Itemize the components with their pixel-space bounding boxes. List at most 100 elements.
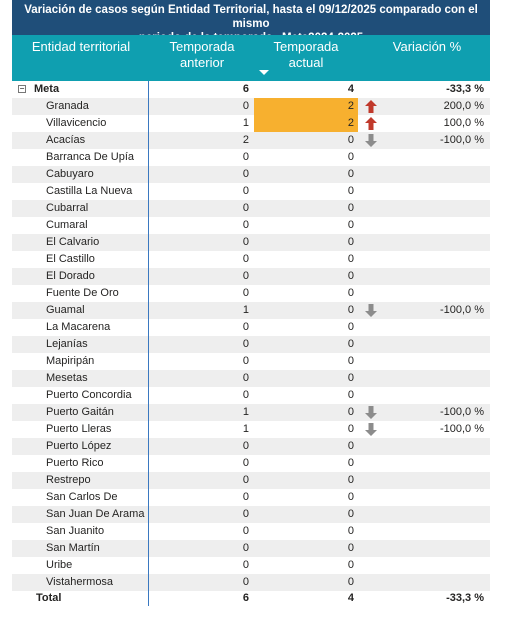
entity-name: Puerto Rico <box>46 457 104 469</box>
table-row[interactable]: Cubarral 0 0 <box>12 200 490 217</box>
table-row[interactable]: Barranca De Upía 0 0 <box>12 149 490 166</box>
table-row[interactable]: Lejanías 0 0 <box>12 336 490 353</box>
table-row[interactable]: Vistahermosa 0 0 <box>12 574 490 591</box>
prev-value: 1 <box>242 423 249 435</box>
curr-value: 0 <box>347 236 354 248</box>
prev-value: 0 <box>242 372 249 384</box>
curr-value: 0 <box>347 542 354 554</box>
table-row[interactable]: Puerto Lleras 1 0 -100,0 % <box>12 421 490 438</box>
sort-descending-icon[interactable] <box>259 70 269 75</box>
curr-value: 0 <box>347 202 354 214</box>
prev-value: 0 <box>242 202 249 214</box>
prev-value: 0 <box>242 525 249 537</box>
total-prev: 6 <box>242 592 249 604</box>
column-header-curr-line1: Temporada <box>273 39 339 54</box>
group-var: -33,3 % <box>446 83 484 95</box>
prev-value: 0 <box>242 389 249 401</box>
title-line-1: Variación de casos según Entidad Territo… <box>24 4 478 30</box>
entity-name: El Dorado <box>46 270 95 282</box>
group-row-meta[interactable]: − Meta 6 4 -33,3 % <box>12 81 490 98</box>
var-value: -100,0 % <box>439 423 484 435</box>
arrow-up-icon <box>365 117 377 130</box>
prev-value: 0 <box>242 321 249 333</box>
prev-value: 0 <box>242 508 249 520</box>
curr-value: 0 <box>347 457 354 469</box>
table-row[interactable]: El Castillo 0 0 <box>12 251 490 268</box>
column-header-entity[interactable]: Entidad territorial <box>16 39 146 55</box>
table-row[interactable]: Guamal 1 0 -100,0 % <box>12 302 490 319</box>
table-row[interactable]: Villavicencio 1 2 100,0 % <box>12 115 490 132</box>
curr-value: 0 <box>347 253 354 265</box>
prev-value: 0 <box>242 338 249 350</box>
table-row[interactable]: San Juan De Arama 0 0 <box>12 506 490 523</box>
table-row[interactable]: Fuente De Oro 0 0 <box>12 285 490 302</box>
table-row[interactable]: Granada 0 2 200,0 % <box>12 98 490 115</box>
prev-value: 0 <box>242 355 249 367</box>
prev-value: 0 <box>242 151 249 163</box>
curr-value: 0 <box>347 525 354 537</box>
prev-value: 0 <box>242 440 249 452</box>
prev-value: 0 <box>242 491 249 503</box>
curr-value: 0 <box>347 372 354 384</box>
table-row[interactable]: El Calvario 0 0 <box>12 234 490 251</box>
entity-name: Puerto Gaitán <box>46 406 114 418</box>
curr-value: 0 <box>347 508 354 520</box>
entity-name: Castilla La Nueva <box>46 185 133 197</box>
table-row[interactable]: Puerto Rico 0 0 <box>12 455 490 472</box>
table-row[interactable]: Restrepo 0 0 <box>12 472 490 489</box>
prev-value: 1 <box>242 406 249 418</box>
curr-value: 0 <box>347 491 354 503</box>
curr-value: 0 <box>347 185 354 197</box>
prev-value: 2 <box>242 134 249 146</box>
table-row[interactable]: San Carlos De 0 0 <box>12 489 490 506</box>
entity-name: San Juanito <box>46 525 105 537</box>
table-row[interactable]: Puerto López 0 0 <box>12 438 490 455</box>
table-row[interactable]: El Dorado 0 0 <box>12 268 490 285</box>
table-row[interactable]: Puerto Concordia 0 0 <box>12 387 490 404</box>
curr-value: 0 <box>347 406 354 418</box>
table-row[interactable]: Puerto Gaitán 1 0 -100,0 % <box>12 404 490 421</box>
table-row[interactable]: Mapiripán 0 0 <box>12 353 490 370</box>
curr-value: 0 <box>347 576 354 588</box>
entity-name: El Castillo <box>46 253 95 265</box>
group-name: Meta <box>34 83 60 95</box>
column-header-entity-label: Entidad territorial <box>31 39 131 54</box>
curr-value: 0 <box>347 151 354 163</box>
entity-name: San Carlos De <box>46 491 118 503</box>
table-row[interactable]: San Juanito 0 0 <box>12 523 490 540</box>
highlight-cell <box>254 115 358 132</box>
entity-name: Acacías <box>46 134 86 146</box>
curr-value: 2 <box>347 117 354 129</box>
column-header-prev-line1: Temporada <box>169 39 235 54</box>
collapse-icon[interactable]: − <box>18 84 26 93</box>
column-header-prev-line2: anterior <box>179 55 225 70</box>
highlight-cell <box>254 98 358 115</box>
curr-value: 0 <box>347 423 354 435</box>
table-row[interactable]: Castilla La Nueva 0 0 <box>12 183 490 200</box>
column-divider <box>148 81 149 606</box>
column-header-prev[interactable]: Temporada anterior <box>152 39 252 71</box>
total-row: Total 6 4 -33,3 % <box>12 590 490 607</box>
table-row[interactable]: Cabuyaro 0 0 <box>12 166 490 183</box>
column-header-var[interactable]: Variación % <box>372 39 482 55</box>
entity-name: Fuente De Oro <box>46 287 119 299</box>
entity-name: Puerto López <box>46 440 112 452</box>
curr-value: 0 <box>347 355 354 367</box>
table-row[interactable]: Acacías 2 0 -100,0 % <box>12 132 490 149</box>
prev-value: 1 <box>242 117 249 129</box>
entity-name: El Calvario <box>46 236 100 248</box>
table-row[interactable]: La Macarena 0 0 <box>12 319 490 336</box>
table-row[interactable]: San Martín 0 0 <box>12 540 490 557</box>
table-row[interactable]: Uribe 0 0 <box>12 557 490 574</box>
curr-value: 0 <box>347 270 354 282</box>
entity-name: Lejanías <box>46 338 88 350</box>
arrow-down-icon <box>365 134 377 147</box>
entity-name: Puerto Concordia <box>46 389 132 401</box>
column-header-var-label: Variación % <box>392 39 462 54</box>
prev-value: 0 <box>242 559 249 571</box>
table-row[interactable]: Mesetas 0 0 <box>12 370 490 387</box>
column-header-curr[interactable]: Temporada actual <box>256 39 356 71</box>
entity-name: Cumaral <box>46 219 88 231</box>
table-row[interactable]: Cumaral 0 0 <box>12 217 490 234</box>
curr-value: 0 <box>347 134 354 146</box>
